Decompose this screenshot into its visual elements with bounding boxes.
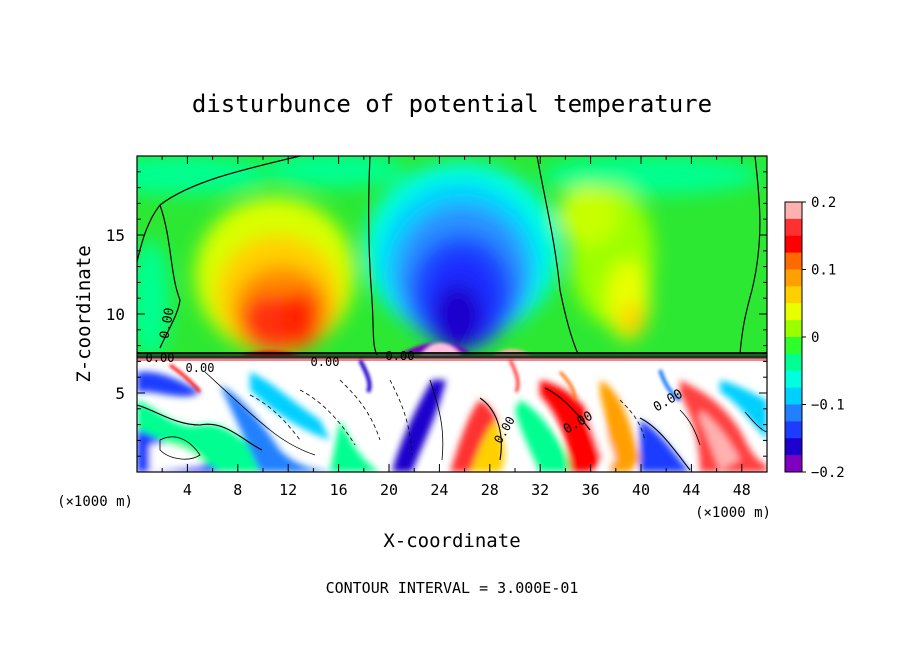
chart-title: disturbunce of potential temperature: [192, 90, 712, 118]
lower-detail-layer: [169, 359, 682, 402]
colorbar-tick-label: −0.1: [811, 398, 845, 414]
upper-smooth-layer: [137, 156, 760, 356]
x-tick-label: 20: [380, 481, 398, 499]
contour-label: 0.00: [157, 307, 177, 340]
z-axis: 5 10 15: [106, 171, 767, 457]
x-axis-unit-label: (×1000 m): [695, 505, 771, 521]
colorbar-tick-label: 0.2: [811, 195, 836, 211]
x-tick-label: 40: [632, 481, 650, 499]
lower-domain: [137, 356, 767, 472]
x-axis-title: X-coordinate: [383, 530, 520, 552]
colorbar-tick-label: 0.1: [811, 263, 836, 279]
colorbar-swatch: [785, 370, 802, 389]
colorbar-swatch: [785, 235, 802, 254]
colorbar-swatch: [785, 202, 802, 220]
x-axis: 4 8 12 16 20 24 28 32 36 40 44 48: [161, 156, 751, 499]
x-tick-label: 16: [330, 481, 348, 499]
colorbar-swatch: [785, 269, 802, 287]
x-tick-label: 32: [531, 481, 549, 499]
x-tick-label: 44: [682, 481, 700, 499]
colorbar-swatch: [785, 404, 802, 422]
colorbar-swatch: [785, 421, 802, 439]
colorbar-swatch: [785, 353, 802, 372]
contour-label: 0.00: [146, 351, 175, 365]
x-tick-label: 24: [430, 481, 448, 499]
contour-label: 0.00: [386, 349, 415, 363]
colorbar-swatch: [785, 252, 802, 270]
x-tick-label: 4: [183, 481, 192, 499]
colorbar-swatch: [785, 303, 802, 321]
lower-zero-contours: [137, 387, 691, 471]
upper-zero-contours: [137, 156, 761, 356]
x-tick-label: 48: [733, 481, 751, 499]
upper-domain: [137, 156, 761, 356]
lower-line-contours: [159, 371, 767, 461]
contour-interval-note: CONTOUR INTERVAL = 3.000E-01: [326, 579, 579, 597]
colorbar-swatch: [785, 286, 802, 304]
contour-label: 0.00: [186, 361, 215, 375]
contour-field: [137, 156, 767, 472]
colorbar-swatch: [785, 337, 802, 355]
x-tick-label: 12: [279, 481, 297, 499]
x-tick-label: 36: [582, 481, 600, 499]
z-tick-label: 15: [106, 226, 125, 245]
colorbar: 0.2 0.1 0 −0.1 −0.2: [784, 195, 845, 481]
colorbar-swatch: [785, 455, 802, 473]
x-tick-label: 8: [233, 481, 242, 499]
x-tick-label: 28: [481, 481, 499, 499]
x-origin-unit-label: (×1000 m): [57, 494, 133, 510]
interface-band: [137, 352, 767, 361]
colorbar-swatch: [785, 387, 802, 405]
z-tick-label: 10: [106, 305, 125, 324]
colorbar-swatch: [785, 320, 802, 338]
colorbar-tick-label: −0.2: [811, 465, 845, 481]
colorbar-tick-label: 0: [811, 330, 819, 346]
z-tick-label: 5: [115, 384, 125, 403]
contour-label: 0.00: [311, 355, 340, 369]
colorbar-swatch: [785, 218, 802, 237]
z-axis-title: Z-coordinate: [73, 245, 95, 382]
lower-filled-layer: [137, 371, 767, 472]
colorbar-swatch: [785, 438, 802, 456]
